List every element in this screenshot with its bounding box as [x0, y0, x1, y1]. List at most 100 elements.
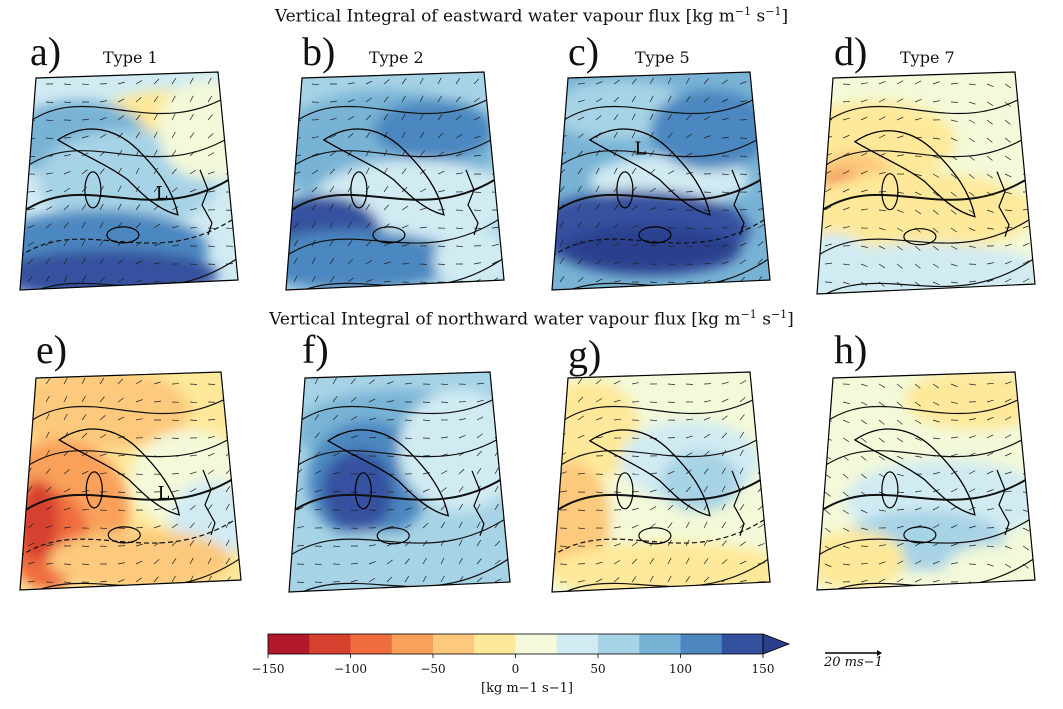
wind-vector — [422, 455, 431, 457]
wind-vector — [595, 203, 600, 211]
wind-vector — [455, 96, 461, 103]
wind-vector — [739, 449, 744, 457]
wind-vector — [1022, 137, 1030, 142]
wind-vector — [419, 131, 425, 139]
wind-vector — [631, 437, 640, 440]
wind-vector — [207, 383, 216, 386]
wind-vector — [721, 398, 729, 403]
wind-vector — [1022, 435, 1030, 439]
wind-vector — [950, 488, 958, 493]
wind-vector — [347, 116, 355, 121]
wind-vector — [824, 563, 832, 568]
wind-vector — [365, 132, 371, 139]
geopotential-isoline — [817, 468, 1035, 520]
wind-vector — [350, 562, 358, 565]
wind-vector — [458, 539, 463, 547]
wind-vector — [311, 275, 316, 283]
wind-vector — [932, 191, 939, 197]
wind-vector — [613, 526, 621, 529]
wind-vector — [1022, 155, 1030, 159]
wind-vector — [293, 239, 299, 247]
wind-vector — [189, 557, 194, 565]
wind-vector — [968, 119, 976, 124]
wind-vector — [1004, 490, 1012, 493]
wind-vector — [476, 399, 484, 403]
wind-vector — [986, 279, 994, 283]
wind-vector — [950, 524, 958, 529]
wind-vector — [613, 560, 621, 565]
wind-vector — [685, 77, 690, 85]
wind-vector — [986, 83, 994, 88]
wind-vector — [950, 137, 958, 142]
wind-vector — [860, 82, 868, 85]
wind-vector — [631, 524, 639, 529]
wind-vector — [455, 77, 461, 85]
wind-vector — [667, 522, 673, 529]
wind-vector — [437, 170, 445, 175]
wind-vector — [383, 149, 388, 157]
geopotential-isoline — [817, 126, 1035, 178]
wind-vector — [225, 417, 233, 421]
wind-vector — [950, 82, 958, 85]
colorbar-segment — [433, 634, 475, 654]
wind-vector — [437, 77, 442, 85]
wind-vector — [896, 135, 904, 139]
wind-vector — [721, 521, 727, 529]
wind-vector — [860, 245, 868, 248]
wind-vector — [153, 186, 159, 193]
wind-vector — [81, 257, 86, 265]
wind-vector — [896, 227, 904, 232]
title-northward-mid: s — [756, 309, 771, 330]
wind-vector — [932, 579, 940, 583]
wind-vector — [207, 133, 214, 139]
wind-vector — [153, 542, 161, 547]
wind-vector — [824, 262, 832, 265]
wind-vector — [595, 259, 602, 265]
wind-vector — [986, 399, 994, 403]
wind-vector — [45, 395, 50, 403]
wind-vector — [595, 167, 600, 175]
wind-vector — [721, 261, 729, 265]
wind-vector — [27, 523, 34, 529]
wind-vector — [225, 503, 230, 511]
wind-vector — [595, 379, 602, 385]
wind-vector — [437, 114, 443, 121]
wind-vector — [311, 221, 316, 229]
wind-vector — [419, 77, 424, 85]
wind-vector — [703, 97, 710, 103]
wind-vector — [314, 563, 322, 566]
wind-vector — [649, 131, 654, 139]
wind-vector — [878, 209, 886, 212]
wind-vector — [401, 95, 406, 103]
island-coastline — [903, 228, 937, 246]
wind-vector — [559, 490, 567, 493]
wind-vector — [81, 545, 90, 547]
wind-vector — [1004, 471, 1012, 475]
wind-vector — [476, 382, 484, 385]
flux-contour-area — [817, 171, 1035, 254]
wind-vector — [189, 471, 197, 475]
wind-vector — [950, 263, 958, 267]
wind-vector — [703, 521, 708, 529]
wind-vector — [99, 415, 106, 421]
colorbar-segment — [268, 634, 310, 654]
wind-vector — [1004, 545, 1012, 550]
wind-vector — [703, 576, 710, 583]
wind-vector — [667, 383, 676, 385]
wind-vector — [491, 80, 499, 85]
wind-vector — [1004, 260, 1012, 265]
wind-vector — [986, 101, 994, 106]
wind-vector — [350, 527, 359, 529]
wind-vector — [171, 131, 176, 139]
wind-vector — [968, 525, 976, 529]
wind-vector — [667, 575, 672, 583]
island-coastline — [616, 171, 634, 209]
wind-vector — [757, 413, 762, 421]
wind-vector — [153, 262, 161, 265]
wind-vector — [189, 227, 198, 229]
wind-vector — [350, 435, 358, 439]
wind-vector — [63, 187, 71, 193]
wind-vector — [703, 262, 711, 265]
panel-g-letter: g) — [568, 332, 602, 377]
wind-vector — [153, 400, 161, 403]
